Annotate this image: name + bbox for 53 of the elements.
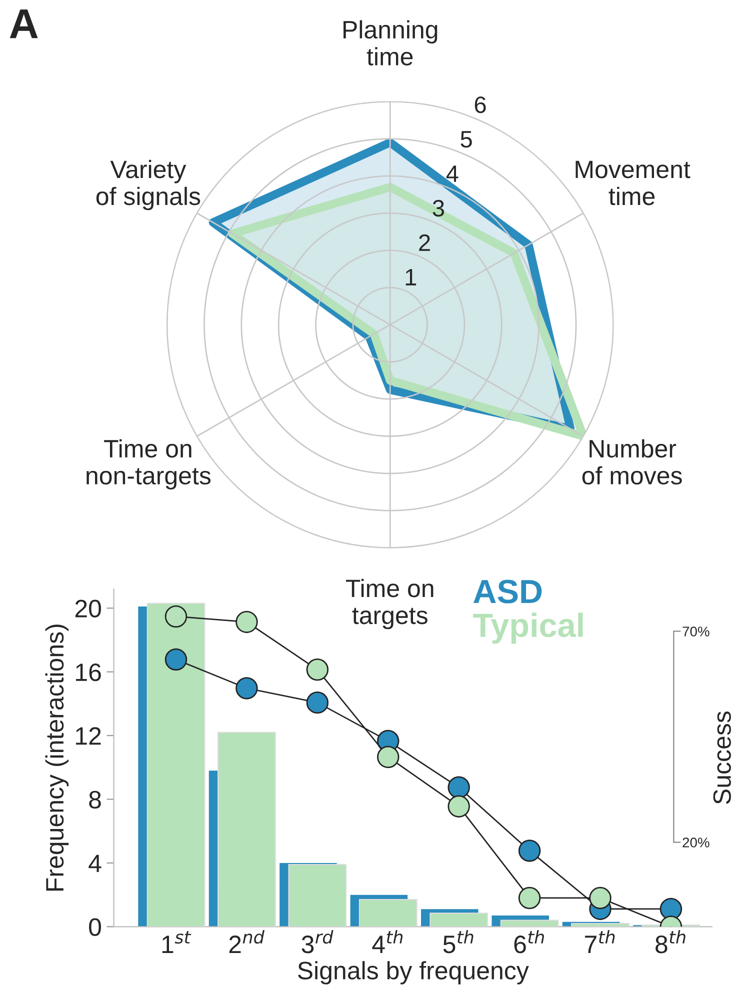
- bar: [218, 732, 276, 927]
- spoke-label: Time on non-targets: [86, 439, 211, 490]
- x-tick-label: 1$^{st}$: [162, 931, 192, 953]
- point: [164, 648, 188, 671]
- spoke-label: Time on targets: [346, 578, 434, 630]
- y-tick-label: 20: [75, 600, 101, 618]
- bar: [571, 922, 630, 927]
- y-tick-label: 4: [446, 166, 458, 182]
- point: [518, 886, 541, 910]
- y-axis-title: Frequency (interactions): [45, 624, 69, 891]
- x-tick-label: 2$^{nd}$: [229, 930, 264, 953]
- text: A: [10, 10, 38, 38]
- x-tick-label: 7$^{th}$: [585, 930, 615, 953]
- y-tick-label: 2: [419, 234, 430, 251]
- x-tick-label: 8$^{th}$: [656, 930, 686, 954]
- y-tick-label: 16: [76, 663, 101, 682]
- spoke-label: Movement time: [576, 160, 690, 206]
- spoke-label: Variety of signals: [96, 160, 200, 210]
- x-tick-label: 6$^{th}$: [514, 930, 544, 954]
- y-tick-label: 0: [89, 918, 101, 936]
- y-tick-label: 6: [474, 96, 486, 114]
- text: ASD: [474, 580, 542, 604]
- y-tick-label: 3: [432, 200, 444, 217]
- x-tick-label: 4$^{th}$: [372, 930, 403, 953]
- x-axis-title: Signals by frequency: [298, 961, 529, 984]
- point: [306, 658, 329, 681]
- spoke-label: Planning time: [344, 20, 438, 66]
- y-tick-label: 12: [76, 727, 101, 745]
- point: [164, 605, 188, 628]
- point: [448, 776, 470, 799]
- point: [518, 840, 541, 862]
- y-tick-label: 5: [460, 131, 472, 148]
- y-tick-label: 8: [89, 790, 101, 809]
- point: [589, 886, 612, 910]
- spoke-label: Number of moves: [582, 439, 682, 485]
- bar: [430, 912, 488, 927]
- point: [306, 691, 329, 714]
- point: [377, 746, 400, 768]
- y2-tick-label: 70%: [682, 626, 710, 636]
- x-tick-label: 3$^{rd}$: [302, 930, 334, 954]
- bar: [500, 920, 559, 927]
- bar: [146, 602, 206, 927]
- y-tick-label: 4: [88, 854, 102, 872]
- y2-tick-label: 20%: [682, 838, 710, 848]
- bar: [288, 864, 347, 927]
- point: [236, 610, 258, 634]
- x-tick-label: 5$^{th}$: [443, 930, 474, 954]
- text: Typical: [473, 612, 583, 644]
- point: [448, 795, 470, 818]
- y2-axis-title: Success: [713, 712, 731, 804]
- point: [236, 677, 258, 700]
- y-tick-label: 1: [406, 269, 416, 286]
- bar: [358, 899, 418, 927]
